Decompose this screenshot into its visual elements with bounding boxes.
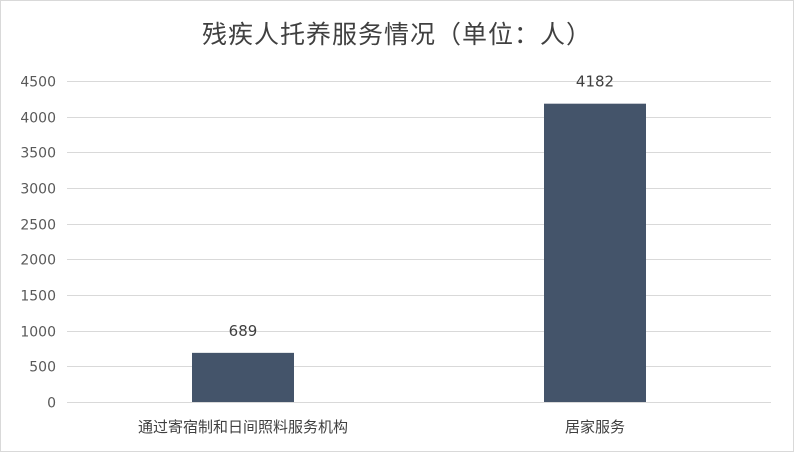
data-label: 4182 [576,73,614,91]
bar [192,352,294,402]
bar [544,103,646,403]
y-tick-label: 1000 [20,325,56,341]
y-tick-label: 3000 [20,182,56,198]
chart-title: 残疾人托养服务情况（单位：人） [201,20,592,49]
y-tick-label: 2000 [20,253,56,269]
y-tick-label: 500 [29,360,56,376]
x-category-label: 通过寄宿制和日间照料服务机构 [138,418,348,436]
y-tick-label: 0 [47,396,56,412]
y-tick-label: 3500 [20,146,56,162]
y-tick-label: 4000 [20,111,56,127]
data-label: 689 [229,322,258,340]
x-category-label: 居家服务 [565,418,625,436]
y-tick-label: 1500 [20,289,56,305]
y-tick-label: 4500 [20,75,56,91]
y-tick-label: 2500 [20,218,56,234]
